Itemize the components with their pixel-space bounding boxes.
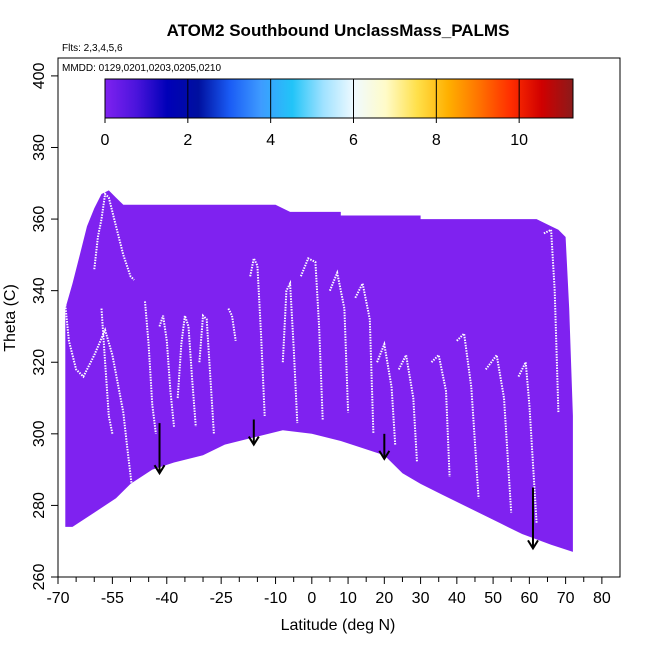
arrow-head-1 [247, 436, 260, 447]
x-tick-label: -40 [155, 590, 178, 607]
data-region [65, 190, 573, 552]
axes: -70 -55 -40 -25 -10 0 10 20 30 40 50 60 70 8026028030… [31, 57, 621, 607]
x-tick-label: -55 [101, 590, 124, 607]
flight-track-15 [430, 353, 451, 477]
colorbar-tick-label: 6 [349, 132, 358, 149]
x-tick-label: 70 [557, 590, 575, 607]
plot-area [64, 190, 573, 552]
flight-track-9 [281, 279, 299, 424]
plot-frame [57, 57, 621, 578]
flight-track-2 [100, 308, 114, 434]
x-tick-label: -70 [46, 590, 69, 607]
x-tick-label: 80 [593, 590, 611, 607]
flight-track-13 [376, 340, 397, 445]
x-tick-label: -10 [264, 590, 287, 607]
x-tick-label: 20 [375, 590, 393, 607]
colorbar-tick-label: 4 [266, 132, 275, 149]
x-tick-label: 50 [484, 590, 502, 607]
x-tick-label: -25 [210, 590, 233, 607]
x-tick-label: 60 [520, 590, 538, 607]
flight-track-7 [227, 308, 237, 341]
flights-subtitle: Flts: 2,3,4,5,6 [62, 43, 123, 54]
colorbar-tick-label: 2 [183, 132, 192, 149]
y-tick-label: 360 [31, 206, 48, 233]
y-tick-label: 380 [31, 134, 48, 161]
flight-track-6 [198, 313, 215, 434]
x-tick-label: 30 [412, 590, 430, 607]
colorbar-scale [104, 78, 574, 119]
x-axis-title: Latitude (deg N) [281, 617, 396, 634]
y-tick-label: 260 [31, 564, 48, 591]
arrow-head-0 [153, 464, 166, 476]
y-tick-label: 340 [31, 277, 48, 304]
y-tick-label: 280 [31, 492, 48, 519]
colorbar-tick-label: 10 [510, 132, 528, 149]
flight-track-1 [93, 191, 135, 281]
y-axis-title: Theta (C) [2, 284, 19, 352]
dates-subtitle: MMDD: 0129,0201,0203,0205,0210 [62, 63, 221, 74]
flight-track-10 [299, 257, 324, 420]
flight-track-3 [144, 301, 157, 434]
flight-track-19 [543, 228, 560, 413]
chart-title: ATOM2 Southbound UnclassMass_PALMS [167, 21, 510, 40]
x-tick-label: 0 [307, 590, 316, 607]
y-tick-label: 320 [31, 349, 48, 376]
y-tick-label: 400 [31, 62, 48, 89]
flight-track-14 [397, 351, 418, 463]
colorbar-tick-label: 8 [432, 132, 441, 149]
arrow-head-2 [378, 450, 391, 461]
arrow-head-3 [527, 539, 539, 551]
flight-track-8 [249, 255, 266, 416]
flight-track-0 [64, 304, 136, 506]
y-tick-label: 300 [31, 420, 48, 447]
x-tick-label: 40 [448, 590, 466, 607]
flight-track-17 [485, 352, 513, 513]
colorbar-tick-label: 0 [101, 132, 110, 149]
x-tick-label: 10 [339, 590, 357, 607]
flight-track-16 [456, 331, 480, 499]
colorbar: 0 2 4 6 8 10 [101, 78, 574, 149]
